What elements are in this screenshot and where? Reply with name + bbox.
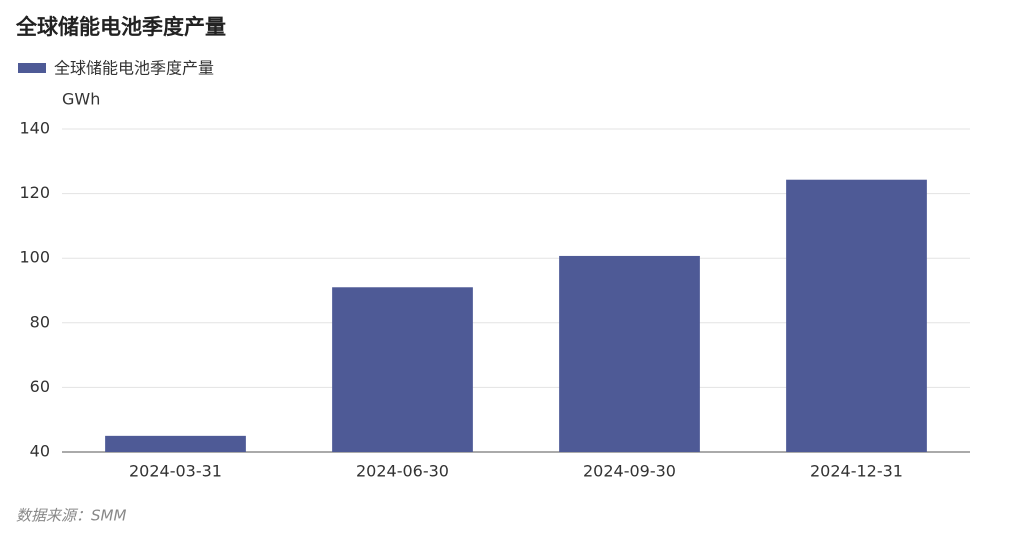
y-tick-label: 140 xyxy=(19,119,50,138)
legend: 全球储能电池季度产量 xyxy=(18,59,214,78)
y-tick-label: 120 xyxy=(19,183,50,202)
source-note: 数据来源：SMM xyxy=(16,507,126,525)
x-tick-label: 2024-03-31 xyxy=(129,462,222,481)
x-tick-label: 2024-06-30 xyxy=(356,462,449,481)
y-tick-label: 40 xyxy=(30,442,50,461)
chart-title: 全球储能电池季度产量 xyxy=(15,15,226,39)
bar xyxy=(332,287,473,452)
bar xyxy=(786,179,927,452)
bar xyxy=(559,255,700,452)
bar xyxy=(105,435,246,452)
y-tick-label: 60 xyxy=(30,377,50,396)
x-tick-label: 2024-12-31 xyxy=(810,462,903,481)
y-axis-label: GWh xyxy=(62,90,100,109)
y-tick-label: 100 xyxy=(19,248,50,267)
legend-label: 全球储能电池季度产量 xyxy=(54,59,214,78)
legend-swatch xyxy=(18,63,46,73)
x-tick-label: 2024-09-30 xyxy=(583,462,676,481)
y-tick-label: 80 xyxy=(30,312,50,331)
